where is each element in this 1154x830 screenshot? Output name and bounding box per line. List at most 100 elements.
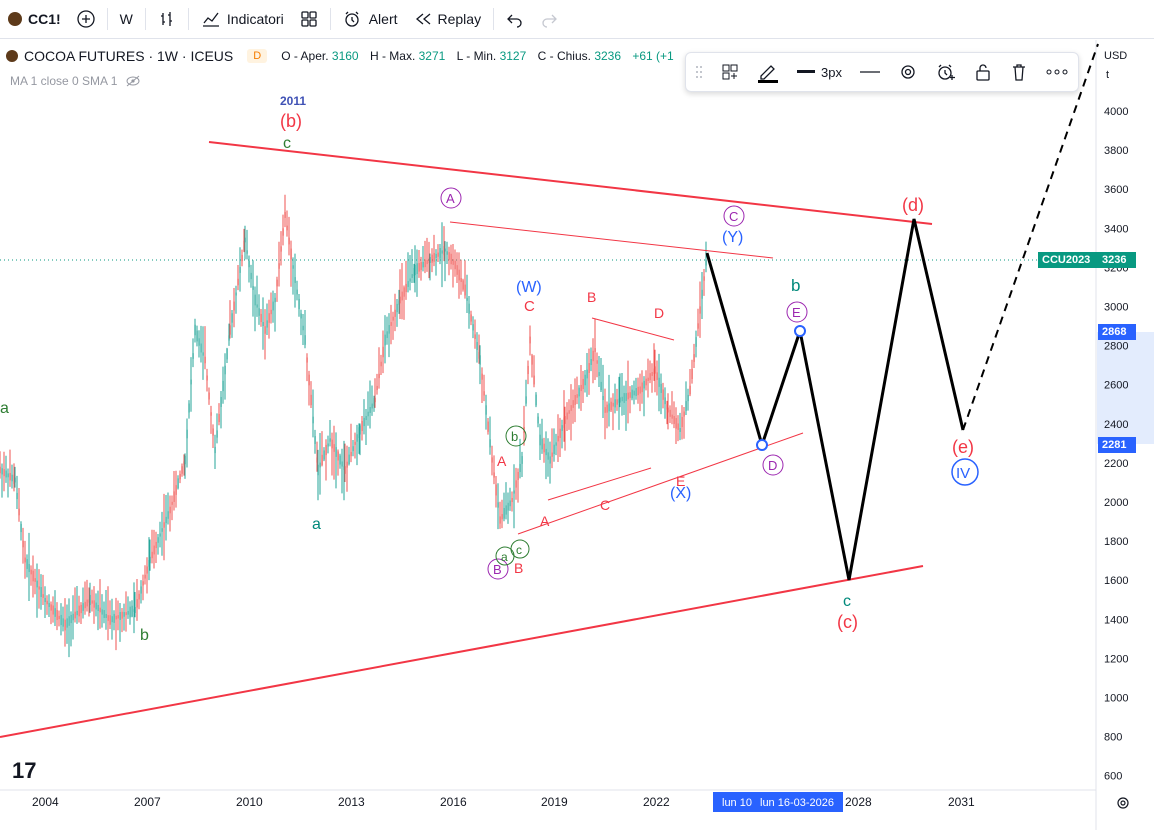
cursor-time-text-2: lun 16-03-2026 — [760, 797, 834, 809]
drawing-toolbar: 3px — [685, 52, 1079, 92]
cursor-time-text-1: lun 10 — [722, 797, 752, 809]
alert-button[interactable]: Alert — [335, 0, 406, 38]
symbol-tag-badge: CCU2023 — [1038, 252, 1100, 268]
divider — [106, 8, 108, 30]
indicators-button[interactable]: Indicatori — [193, 0, 292, 38]
symbol-search[interactable]: CC1! — [0, 0, 69, 38]
wave-label: (c) — [837, 612, 858, 632]
wave-circle — [510, 539, 530, 559]
bars-icon — [160, 12, 172, 26]
chart-type-button[interactable] — [150, 0, 184, 38]
more-dots-icon — [1046, 69, 1068, 75]
wave-label: c — [283, 135, 291, 152]
price-tick-label: 2600 — [1104, 380, 1128, 392]
time-tick-label: 2031 — [948, 795, 975, 809]
price-tick-label: 600 — [1104, 771, 1122, 783]
wave-label: (e) — [952, 437, 974, 457]
point-marker[interactable] — [794, 325, 806, 337]
pencil-icon — [758, 65, 778, 83]
trash-icon — [1012, 64, 1025, 81]
triangle-lower-line[interactable] — [517, 432, 804, 535]
indicator-label: MA 1 close 0 SMA 1 — [10, 74, 118, 88]
wave-label: C — [729, 209, 738, 224]
wave-circle — [487, 558, 509, 580]
wave-label: IV — [956, 465, 970, 482]
interval-button[interactable]: W — [112, 0, 141, 38]
chart-title[interactable]: COCOA FUTURES · 1W · ICEUS — [24, 48, 234, 64]
price-axis[interactable]: 4000380036003400320030002800260024002200… — [1104, 106, 1128, 783]
lower-trendline[interactable] — [0, 565, 924, 738]
line-width-button[interactable]: 3px — [788, 53, 851, 91]
grid-icon — [301, 11, 317, 27]
add-alert-button[interactable] — [927, 53, 965, 91]
low-value: 3127 — [499, 49, 527, 63]
line-color-button[interactable] — [748, 53, 788, 91]
templates-button[interactable] — [712, 53, 748, 91]
divider — [493, 8, 495, 30]
chart-canvas[interactable]: 2011 (b) c A C (Y) (W) C B D b A E (X) A… — [0, 40, 1154, 830]
wave-circle — [505, 425, 527, 447]
wave-label: b — [511, 429, 518, 444]
triangle-upper-line[interactable] — [449, 221, 774, 259]
price-tick-label: 1400 — [1104, 614, 1128, 626]
price-tick-label: 3600 — [1104, 184, 1128, 196]
settings-button[interactable] — [889, 53, 927, 91]
settings-icon[interactable] — [1117, 797, 1129, 809]
eye-hidden-icon[interactable] — [125, 74, 141, 88]
close-label: C - Chius. — [537, 49, 591, 63]
year-label: 2011 — [280, 94, 306, 108]
delete-button[interactable] — [1001, 53, 1037, 91]
wave-circle — [440, 187, 462, 209]
projection-path[interactable] — [705, 218, 965, 581]
divider — [329, 8, 331, 30]
wave-circle — [723, 205, 745, 227]
inner-lower-line[interactable] — [547, 467, 652, 501]
wave-circle — [786, 301, 808, 323]
price-tick-label: 3400 — [1104, 223, 1128, 235]
redo-button[interactable] — [532, 0, 566, 38]
price-tick-label: 1800 — [1104, 536, 1128, 548]
add-symbol-button[interactable] — [69, 0, 103, 38]
layouts-button[interactable] — [292, 0, 326, 38]
replay-button[interactable]: Replay — [406, 0, 490, 38]
unit-label[interactable]: t — [1106, 69, 1109, 81]
drag-handle[interactable] — [686, 53, 712, 91]
unlock-icon — [976, 64, 990, 81]
line-style-icon — [859, 71, 880, 73]
time-tick-label: 2007 — [134, 795, 161, 809]
price-range-highlight — [1097, 332, 1154, 444]
point-marker[interactable] — [756, 439, 768, 451]
lower-level-badge: 2281 — [1098, 437, 1136, 453]
upper-trendline[interactable] — [208, 141, 933, 225]
close-value: 3236 — [594, 49, 622, 63]
more-button[interactable] — [1037, 53, 1077, 91]
wave-label: D — [768, 458, 777, 473]
undo-button[interactable] — [498, 0, 532, 38]
wave-label: b — [140, 627, 149, 644]
chart-legend: COCOA FUTURES · 1W · ICEUS D O - Aper. 3… — [6, 48, 682, 64]
price-tick-label: 3000 — [1104, 302, 1128, 314]
change-value: +61 (+1 — [632, 49, 674, 63]
symbol-logo-icon — [8, 12, 22, 26]
line-style-button[interactable] — [851, 53, 889, 91]
wave-label: A — [497, 453, 507, 469]
redo-icon — [542, 14, 558, 28]
inner-upper-line[interactable] — [591, 317, 675, 341]
price-tick-label: 1200 — [1104, 653, 1128, 665]
ohlc-values: O - Aper. 3160 H - Max. 3271 L - Min. 31… — [281, 49, 682, 63]
wave-label: B — [587, 289, 596, 305]
divider — [144, 8, 146, 30]
time-tick-label: 2013 — [338, 795, 365, 809]
wave-label: c — [843, 593, 851, 610]
low-label: L - Min. — [456, 49, 497, 63]
indicator-legend[interactable]: MA 1 close 0 SMA 1 — [10, 74, 141, 88]
cursor-time-label-2 — [755, 792, 843, 812]
upper-level-badge: 2868 — [1098, 324, 1136, 340]
projection-dashed[interactable] — [962, 43, 1099, 431]
drag-dots-icon — [696, 66, 702, 78]
wave-label: (X) — [670, 485, 691, 502]
lock-button[interactable] — [965, 53, 1001, 91]
time-axis[interactable]: 2004 2007 2010 2013 2016 2019 2022 2028 2031 — [32, 795, 975, 809]
templates-icon — [722, 64, 738, 80]
currency-label[interactable]: USD — [1104, 50, 1127, 62]
